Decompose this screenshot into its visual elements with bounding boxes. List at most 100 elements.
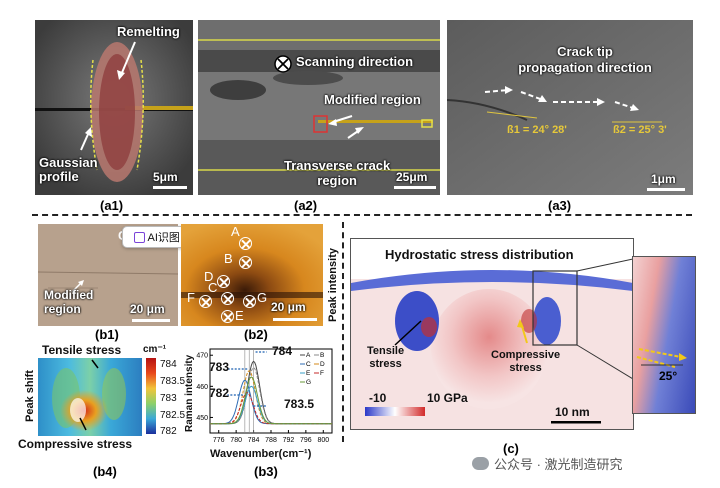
- cbar-max-label: 10 GPa: [427, 391, 468, 405]
- vertical-divider: [342, 222, 344, 442]
- ai-icon: [133, 231, 145, 243]
- b3-xtick-label-2: 784: [248, 437, 260, 444]
- crack-tip-label: Crack tip propagation direction: [518, 44, 652, 75]
- scale-c: 10 nm: [555, 405, 590, 419]
- point-b-marker: [239, 256, 252, 269]
- watermark: 公众号 · 激光制造研究: [472, 454, 623, 473]
- sem-image-a3: [447, 20, 693, 195]
- watermark-text: 公众号 · 激光制造研究: [494, 457, 623, 472]
- raman-spectra-chart: 776 780 784 788 792 796 800 450 460 470 A B C D E F G: [196, 348, 333, 444]
- panel-b1: C Modified region 20 μm: [38, 224, 178, 326]
- b3-legend-G: G: [306, 379, 311, 386]
- caption-b3: (b3): [254, 464, 278, 479]
- b3-annot-782: 782: [209, 386, 230, 400]
- scale-a1: 5μm: [153, 170, 178, 184]
- b4-colorbar: [146, 358, 156, 434]
- panel-b2: A B D C F G E 20 μm: [181, 224, 323, 326]
- scale-b2: 20 μm: [271, 300, 306, 314]
- scale-b1: 20 μm: [130, 302, 165, 316]
- ai-button-label: AI识图: [147, 232, 180, 244]
- angle-beta2: ß2 = 25° 3': [613, 124, 667, 136]
- sem-image-a2: [198, 20, 440, 195]
- b3-plot-frame: [209, 348, 333, 434]
- caption-b4: (b4): [93, 464, 117, 479]
- panel-b3: 776 780 784 788 792 796 800 450 460 470 A B C D E F G: [196, 343, 336, 447]
- caption-b1: (b1): [95, 327, 119, 342]
- b3-legend-A: A: [306, 352, 311, 359]
- b2-ylabel: Peak intensity: [327, 248, 339, 322]
- b3-annot-783: 783: [209, 360, 230, 374]
- b3-legend-C: C: [306, 361, 311, 368]
- b4-cbar-tick-1: 783.5: [160, 376, 186, 387]
- b3-xtick-label-6: 800: [317, 437, 329, 444]
- b3-series-G: [210, 376, 332, 425]
- b3-legend-B: B: [320, 352, 324, 359]
- caption-c: (c): [503, 441, 519, 456]
- b4-ylabel: Peak shift: [24, 370, 36, 422]
- b3-xtick-label-1: 780: [230, 437, 242, 444]
- md-stress-map: [351, 258, 633, 429]
- point-a-marker: [239, 237, 252, 250]
- point-f-label: F: [187, 290, 195, 305]
- inset-angle-label: 25°: [659, 369, 678, 383]
- point-g-marker: [243, 295, 256, 308]
- transverse-crack-label: Transverse crack region: [284, 158, 391, 188]
- b4-compressive-label: Compressive stress: [18, 437, 133, 451]
- scale-a3: 1μm: [651, 172, 676, 186]
- point-c-marker: [221, 292, 234, 305]
- point-f-marker: [199, 295, 212, 308]
- modified-region-b1-label: Modified region: [44, 288, 94, 316]
- tensile-stress-label: Tensile stress: [367, 345, 405, 370]
- panel-c: Hydrostatic stress distribution Tensile …: [350, 238, 634, 430]
- scale-a2: 25μm: [396, 170, 428, 184]
- b3-xtick-label-4: 792: [283, 437, 295, 444]
- caption-a2: (a2): [294, 198, 318, 213]
- b3-legend-D: D: [320, 361, 325, 368]
- point-c-label: C: [208, 280, 218, 295]
- b3-annot-784: 784: [272, 344, 293, 358]
- point-b-label: B: [224, 251, 233, 266]
- inset-zoom-image: [636, 348, 687, 368]
- panel-c-title: Hydrostatic stress distribution: [385, 247, 574, 262]
- sem-image-a1: [35, 20, 193, 195]
- b3-legend-E: E: [306, 370, 311, 377]
- b4-tensile-label: Tensile stress: [42, 343, 122, 357]
- b4-cbar-tick-0: 784: [160, 359, 177, 370]
- b3-ytick-label-2: 470: [196, 353, 208, 360]
- caption-a3: (a3): [548, 198, 572, 213]
- point-g-label: G: [257, 290, 268, 305]
- scale-bar-a1: [153, 186, 187, 189]
- b4-cbar-tick-4: 782: [160, 426, 177, 437]
- b4-cbar-tick-3: 782.5: [160, 410, 186, 421]
- point-e-label: E: [235, 308, 244, 323]
- b3-ytick-label-0: 450: [196, 415, 208, 422]
- point-d-marker: [217, 275, 230, 288]
- compressive-stress-label: Compressive stress: [491, 349, 561, 374]
- b3-xlabel: Wavenumber(cm⁻¹): [210, 448, 312, 460]
- panel-a2: Scanning direction Modified region Trans…: [198, 20, 440, 195]
- scale-bar-b1: [132, 319, 170, 322]
- scale-bar-b2: [273, 318, 317, 321]
- panel-b4: [38, 358, 142, 436]
- scale-bar-a3: [647, 188, 685, 191]
- b3-annot-783-5: 783.5: [284, 397, 315, 411]
- gaussian-profile-label: Gaussian profile: [39, 155, 98, 184]
- caption-a1: (a1): [100, 198, 124, 213]
- b3-xtick-label-5: 796: [300, 437, 312, 444]
- panel-a1: Remelting Gaussian profile 5μm: [35, 20, 193, 195]
- b3-xtick-label-0: 776: [213, 437, 225, 444]
- point-d-label: D: [204, 269, 214, 284]
- b3-xtick-label-3: 788: [265, 437, 277, 444]
- b3-legend-F: F: [320, 370, 324, 377]
- modified-region-label: Modified region: [324, 92, 421, 107]
- point-e-marker: [221, 310, 234, 323]
- peak-shift-map-b4: [38, 358, 142, 436]
- b4-colorbar-unit: cm⁻¹: [143, 344, 167, 355]
- cbar-min-label: -10: [369, 391, 387, 405]
- scanning-direction-label: Scanning direction: [296, 54, 414, 69]
- horizontal-divider: [32, 214, 692, 216]
- wechat-icon: [472, 457, 489, 470]
- caption-b2: (b2): [244, 327, 268, 342]
- b3-ytick-label-1: 460: [196, 384, 208, 391]
- b4-cbar-tick-2: 783: [160, 393, 177, 404]
